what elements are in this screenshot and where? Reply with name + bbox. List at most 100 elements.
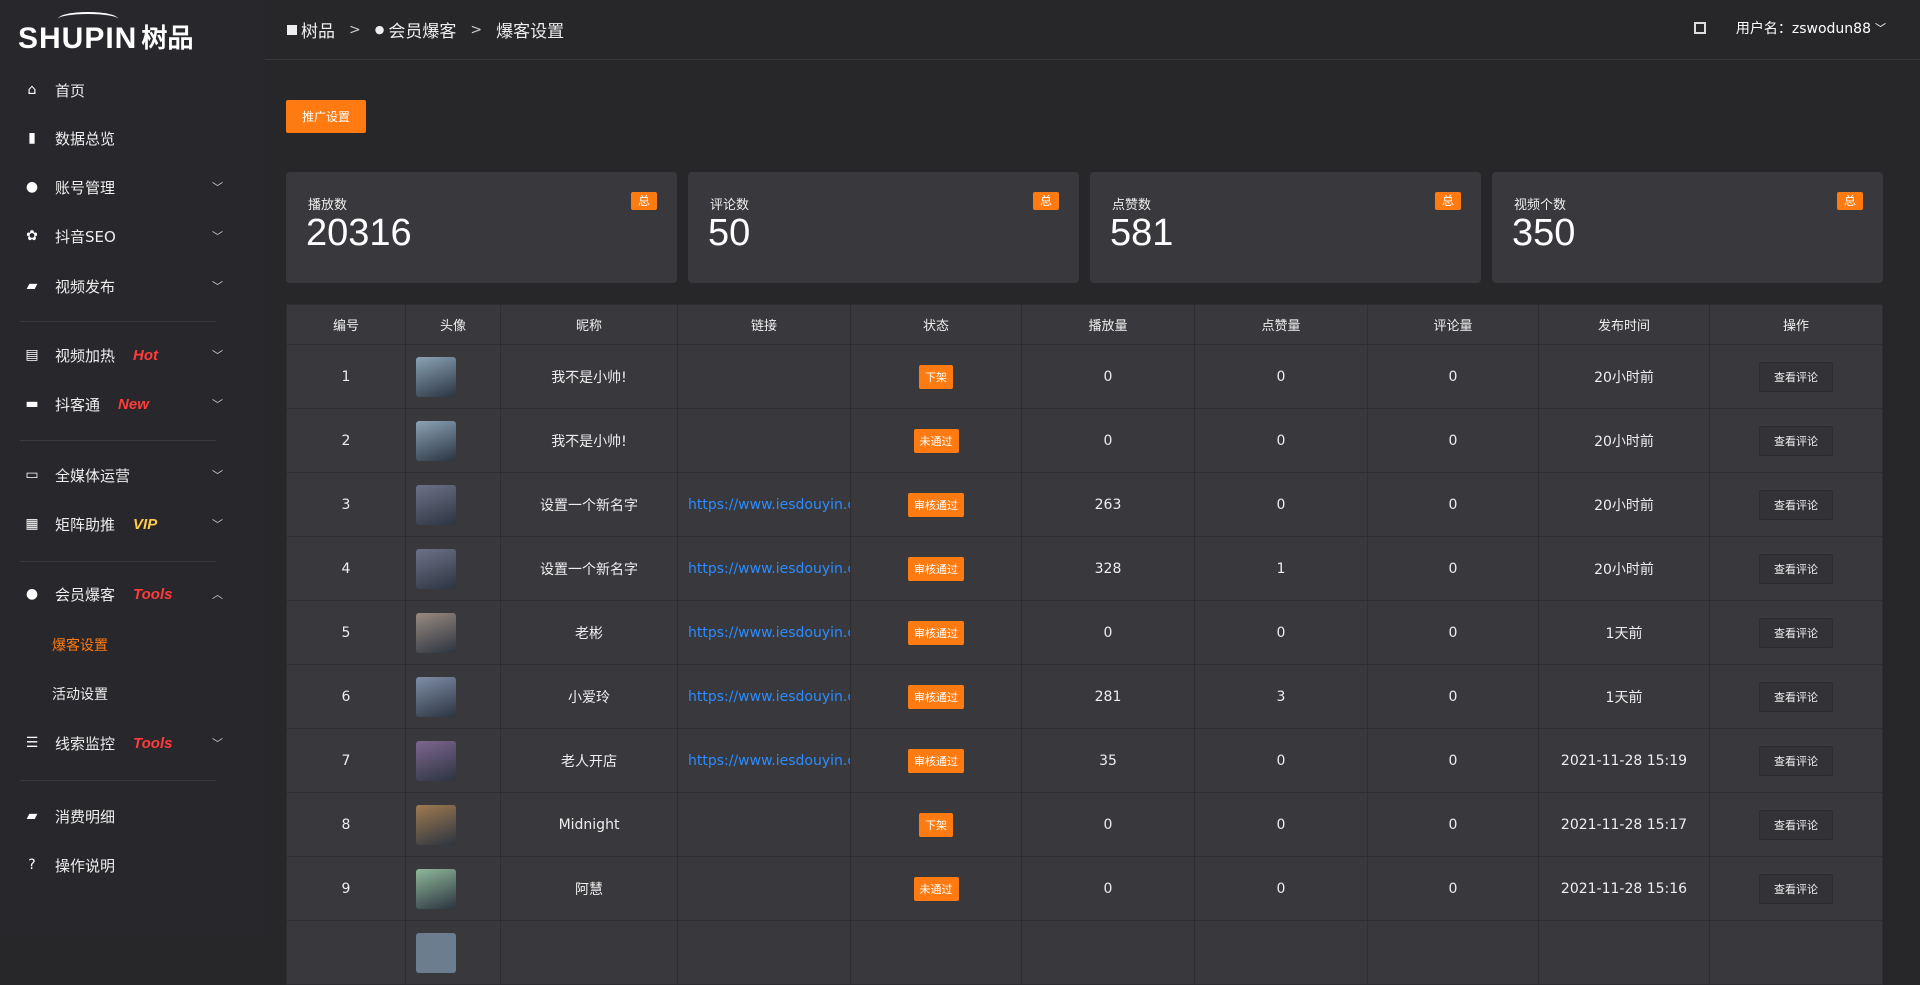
video-link[interactable]: https://www.iesdouyin.com: [688, 624, 850, 641]
view-comments-button[interactable]: 查看评论: [1759, 489, 1833, 520]
grid-icon: ▦: [25, 516, 39, 532]
cell-status: 审核通过: [850, 664, 1022, 729]
cell-link: [677, 408, 851, 473]
cell-publish-time: 2021-11-28 15:17: [1538, 792, 1710, 857]
promo-settings-button[interactable]: 推广设置: [286, 100, 366, 133]
cell-action: 查看评论: [1709, 856, 1883, 921]
view-comments-button[interactable]: 查看评论: [1759, 361, 1833, 392]
view-comments-button[interactable]: 查看评论: [1759, 553, 1833, 584]
sidebar-item-5[interactable]: ▤ 视频加热 Hot ﹀: [0, 335, 265, 375]
cell-id: 6: [286, 664, 406, 729]
column-header: 头像: [405, 304, 501, 345]
column-header: 评论量: [1367, 304, 1539, 345]
chevron-down-icon[interactable]: ﹀: [212, 349, 223, 362]
video-link[interactable]: https://www.iesdouyin.com: [688, 560, 850, 577]
cell-avatar: [405, 536, 501, 601]
cell-action: 查看评论: [1709, 792, 1883, 857]
table-row: 6 小爱玲 https://www.iesdouyin.com 审核通过 281301天…: [286, 664, 1883, 729]
breadcrumb-item-current: 爆客设置: [496, 22, 565, 42]
avatar: [416, 676, 456, 717]
cell-comments: 0: [1367, 344, 1539, 409]
chevron-down-icon[interactable]: ﹀: [212, 280, 223, 293]
monitor-icon: ▭: [25, 467, 39, 483]
cell-link: https://www.iesdouyin.com: [677, 664, 851, 729]
avatar: [416, 612, 456, 653]
cell-link: [677, 792, 851, 857]
stat-label: 评论数: [710, 198, 750, 213]
view-comments-button[interactable]: 查看评论: [1759, 617, 1833, 648]
chevron-down-icon[interactable]: ﹀: [212, 737, 223, 750]
video-link[interactable]: https://www.iesdouyin.com: [688, 752, 850, 769]
logo[interactable]: SHUPIN 树品: [18, 12, 193, 55]
cell-link: https://www.iesdouyin.com: [677, 536, 851, 601]
logo-text-en: SHUPIN: [18, 22, 138, 55]
column-header: 点赞量: [1194, 304, 1368, 345]
sidebar-item-2[interactable]: ● 账号管理 ﹀: [0, 167, 265, 207]
total-badge: 总: [1033, 192, 1059, 210]
cell-nickname: 设置一个新名字: [500, 472, 678, 537]
total-badge: 总: [1435, 192, 1461, 210]
chevron-up-icon[interactable]: ︿: [212, 588, 223, 601]
status-badge: 未通过: [913, 428, 959, 453]
cell-nickname: 小爱玲: [500, 664, 678, 729]
cell-plays: 0: [1021, 344, 1195, 409]
avatar: [416, 740, 456, 781]
cell-avatar: [405, 664, 501, 729]
sidebar-item-6[interactable]: ▬ 抖客通 New ﹀: [0, 384, 265, 424]
sidebar-subitem-1[interactable]: 活动设置: [52, 687, 108, 703]
sidebar-item-label: 视频加热: [55, 346, 116, 365]
user-icon: ●: [25, 586, 39, 602]
cell-nickname: Midnight: [500, 792, 678, 857]
total-badge: 总: [1837, 192, 1863, 210]
cell-likes: 1: [1194, 536, 1368, 601]
video-link[interactable]: https://www.iesdouyin.com: [688, 688, 850, 705]
cell-status: 未通过: [850, 856, 1022, 921]
fullscreen-icon[interactable]: [1693, 22, 1706, 34]
stat-value: 581: [1110, 212, 1174, 254]
sidebar-item-7[interactable]: ▭ 全媒体运营 ﹀: [0, 455, 265, 495]
view-comments-button[interactable]: 查看评论: [1759, 681, 1833, 712]
chevron-down-icon[interactable]: ﹀: [212, 181, 223, 194]
sidebar-divider: [20, 440, 216, 441]
video-link[interactable]: https://www.iesdouyin.com: [688, 496, 850, 513]
sidebar-item-10[interactable]: ☰ 线索监控 Tools ﹀: [0, 723, 265, 763]
sidebar-subitem-0[interactable]: 爆客设置: [52, 638, 108, 654]
cell-status: 审核通过: [850, 472, 1022, 537]
cell-empty: [850, 920, 1022, 985]
status-badge: 下架: [919, 364, 953, 389]
sidebar-item-8[interactable]: ▦ 矩阵助推 VIP ﹀: [0, 504, 265, 544]
chevron-down-icon[interactable]: ﹀: [212, 518, 223, 531]
user-menu[interactable]: 用户名：zswodun88: [1735, 21, 1871, 37]
chevron-down-icon[interactable]: ﹀: [1875, 22, 1886, 35]
sidebar-item-9[interactable]: ● 会员爆客 Tools ︿: [0, 574, 265, 614]
view-comments-button[interactable]: 查看评论: [1759, 809, 1833, 840]
table-row: [286, 920, 1883, 985]
breadcrumb-item-home[interactable]: 树品: [301, 22, 335, 42]
view-comments-button[interactable]: 查看评论: [1759, 873, 1833, 904]
cell-id: 1: [286, 344, 406, 409]
chevron-down-icon[interactable]: ﹀: [212, 398, 223, 411]
view-comments-button[interactable]: 查看评论: [1759, 745, 1833, 776]
cell-nickname: 老人开店: [500, 728, 678, 793]
sidebar-item-3[interactable]: ✿ 抖音SEO ﹀: [0, 216, 265, 256]
sidebar-item-12[interactable]: ? 操作说明: [0, 845, 265, 885]
sidebar-divider: [20, 321, 216, 322]
chevron-down-icon[interactable]: ﹀: [212, 230, 223, 243]
breadcrumb: 树品 > ● 会员爆客 > 爆客设置: [287, 17, 564, 42]
stat-card: 播放数 20316 总: [286, 172, 677, 283]
cell-comments: 0: [1367, 408, 1539, 473]
sidebar-item-tag: Tools: [133, 585, 173, 603]
question-icon: ?: [28, 857, 36, 873]
sidebar-item-0[interactable]: ⌂ 首页: [0, 70, 265, 110]
sidebar-item-label: 线索监控: [55, 734, 116, 753]
cell-comments: 0: [1367, 728, 1539, 793]
view-comments-button[interactable]: 查看评论: [1759, 425, 1833, 456]
cell-link: [677, 344, 851, 409]
sidebar-item-4[interactable]: ▰ 视频发布 ﹀: [0, 266, 265, 306]
sidebar-item-1[interactable]: ▮ 数据总览: [0, 118, 265, 158]
breadcrumb-item-member[interactable]: 会员爆客: [388, 22, 457, 42]
cell-publish-time: 20小时前: [1538, 472, 1710, 537]
sidebar-item-11[interactable]: ▰ 消费明细: [0, 796, 265, 836]
chevron-down-icon[interactable]: ﹀: [212, 469, 223, 482]
sidebar-item-label: 全媒体运营: [55, 466, 131, 485]
